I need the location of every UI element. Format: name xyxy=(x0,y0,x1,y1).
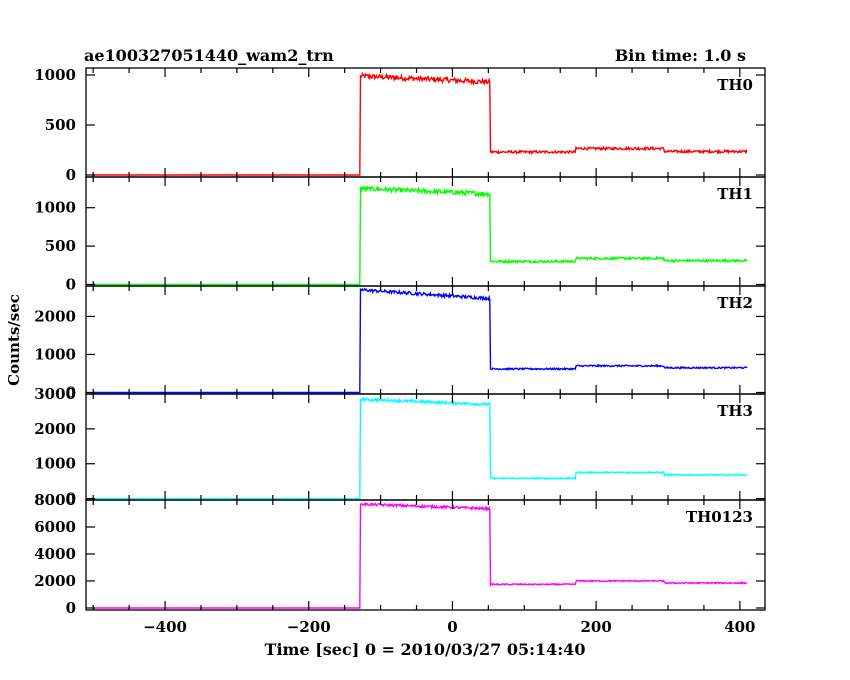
series-line-th0123 xyxy=(93,501,748,609)
y-tick-label: 0 xyxy=(66,490,76,508)
y-tick-label: 0 xyxy=(66,166,76,184)
series-line-th1 xyxy=(93,184,747,286)
panel-frame xyxy=(85,67,766,178)
bin-time-label: Bin time: 1.0 s xyxy=(615,46,746,65)
y-tick-label: 0 xyxy=(66,383,76,401)
panels-group: 05001000TH005001000TH1010002000TH2010002… xyxy=(34,66,766,636)
panel-frame xyxy=(85,176,766,287)
panel-th2: 0 1000 2000 TH2 xyxy=(34,285,766,401)
y-tick-label: 2000 xyxy=(34,420,76,438)
x-tick-label: 0 xyxy=(447,618,457,636)
series-line-th3 xyxy=(93,396,748,500)
panel-th0: 0 500 1000 TH0 xyxy=(34,66,766,184)
series-line-th2 xyxy=(93,287,748,394)
panel-name-label: TH0123 xyxy=(686,508,753,526)
panel-name-label: TH0 xyxy=(717,76,753,94)
panel-th0123: 0 2000 4000 6000 8000 TH0123 xyxy=(34,491,766,617)
panel-th1: 0 500 1000 TH1 xyxy=(34,176,766,293)
y-tick-label: 1000 xyxy=(34,345,76,363)
x-tick-label: 400 xyxy=(724,618,755,636)
panel-name-label: TH2 xyxy=(717,294,753,312)
y-tick-label: 6000 xyxy=(34,518,76,536)
y-tick-label: 1000 xyxy=(34,455,76,473)
x-tick-label: −200 xyxy=(287,618,331,636)
panel-name-label: TH3 xyxy=(717,402,753,420)
series-line-th0 xyxy=(93,71,748,176)
panel-frame xyxy=(85,499,766,611)
x-tick-label: 200 xyxy=(580,618,611,636)
y-tick-label: 3000 xyxy=(34,385,76,403)
y-axis-label: Counts/sec xyxy=(5,294,23,386)
y-tick-label: 500 xyxy=(45,237,76,255)
y-tick-label: 2000 xyxy=(34,307,76,325)
panel-th3: 0 1000 2000 3000 TH3 xyxy=(34,385,766,508)
panel-frame xyxy=(85,393,766,501)
y-tick-label: 2000 xyxy=(34,572,76,590)
y-tick-label: 500 xyxy=(45,116,76,134)
y-tick-label: 8000 xyxy=(34,491,76,509)
plot-title: ae100327051440_wam2_trn xyxy=(84,46,334,65)
x-tick-label: −400 xyxy=(143,618,187,636)
y-tick-label: 0 xyxy=(66,599,76,617)
panel-name-label: TH1 xyxy=(717,185,753,203)
y-tick-label: 4000 xyxy=(34,545,76,563)
x-axis-label: Time [sec] 0 = 2010/03/27 05:14:40 xyxy=(265,640,586,659)
panel-frame xyxy=(85,285,766,395)
y-tick-label: 0 xyxy=(66,275,76,293)
y-tick-label: 1000 xyxy=(34,199,76,217)
y-tick-label: 1000 xyxy=(34,66,76,84)
